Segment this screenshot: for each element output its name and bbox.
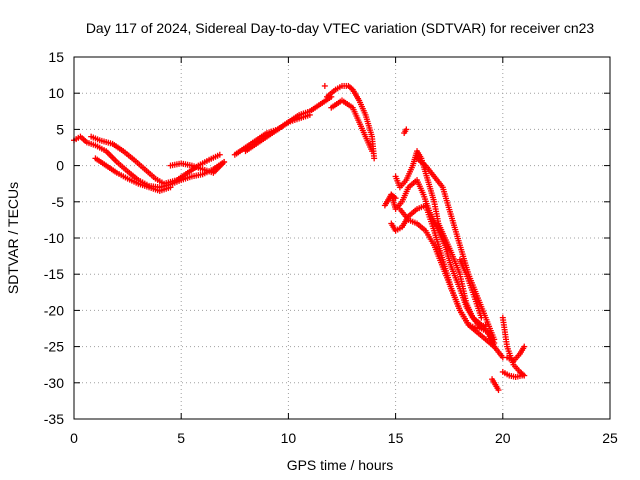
series-track-17 xyxy=(504,343,528,365)
series-track-7 xyxy=(323,82,378,162)
series-track-18 xyxy=(499,368,526,381)
data-point xyxy=(495,387,502,394)
series-track-2 xyxy=(88,133,223,187)
axis-ticks: 0 5 10 15 20 25 15 10 5 0 -5 -10 -15 -20 -25 -30 -35 xyxy=(44,49,618,446)
data-point xyxy=(306,111,313,118)
x-tick-label: 10 xyxy=(281,430,297,446)
x-tick-label: 5 xyxy=(177,430,185,446)
data-point xyxy=(221,158,228,165)
data-point xyxy=(371,155,378,162)
data-point xyxy=(491,336,498,343)
x-axis-label: GPS time / hours xyxy=(287,457,394,473)
y-tick-label: -15 xyxy=(44,266,64,282)
y-tick-label: -30 xyxy=(44,375,64,391)
series-track-14 xyxy=(456,256,485,321)
series-track-15 xyxy=(489,376,502,394)
series-track-19 xyxy=(381,191,399,209)
y-tick-label: 5 xyxy=(56,121,64,137)
y-tick-label: 10 xyxy=(48,85,64,101)
data-point xyxy=(392,195,399,202)
data-point xyxy=(321,82,328,89)
y-tick-label: 0 xyxy=(56,158,64,174)
data-point xyxy=(519,372,526,379)
series-track-8 xyxy=(328,97,376,155)
y-tick-label: -35 xyxy=(44,411,64,427)
series-track-3 xyxy=(92,155,174,194)
y-tick-label: 15 xyxy=(48,49,64,65)
x-tick-label: 25 xyxy=(602,430,618,446)
series-track-12 xyxy=(396,206,498,350)
data-point xyxy=(167,184,174,191)
data-points xyxy=(71,82,528,394)
series-isolated xyxy=(321,82,410,137)
y-tick-label: -10 xyxy=(44,230,64,246)
data-point xyxy=(216,151,223,158)
data-point xyxy=(478,314,485,321)
data-point xyxy=(491,343,498,350)
data-point xyxy=(401,130,408,137)
grid-lines xyxy=(74,57,610,419)
y-tick-label: -25 xyxy=(44,339,64,355)
data-point xyxy=(369,148,376,155)
y-tick-label: -5 xyxy=(52,194,65,210)
data-point xyxy=(521,343,528,350)
y-axis-label: SDTVAR / TECUs xyxy=(5,182,21,294)
series-track-4 xyxy=(167,158,228,176)
x-tick-label: 0 xyxy=(70,430,78,446)
x-tick-label: 15 xyxy=(388,430,404,446)
y-tick-label: -20 xyxy=(44,302,64,318)
series-track-6 xyxy=(242,111,313,155)
x-tick-label: 20 xyxy=(495,430,511,446)
chart-title: Day 117 of 2024, Sidereal Day-to-day VTE… xyxy=(86,20,595,36)
